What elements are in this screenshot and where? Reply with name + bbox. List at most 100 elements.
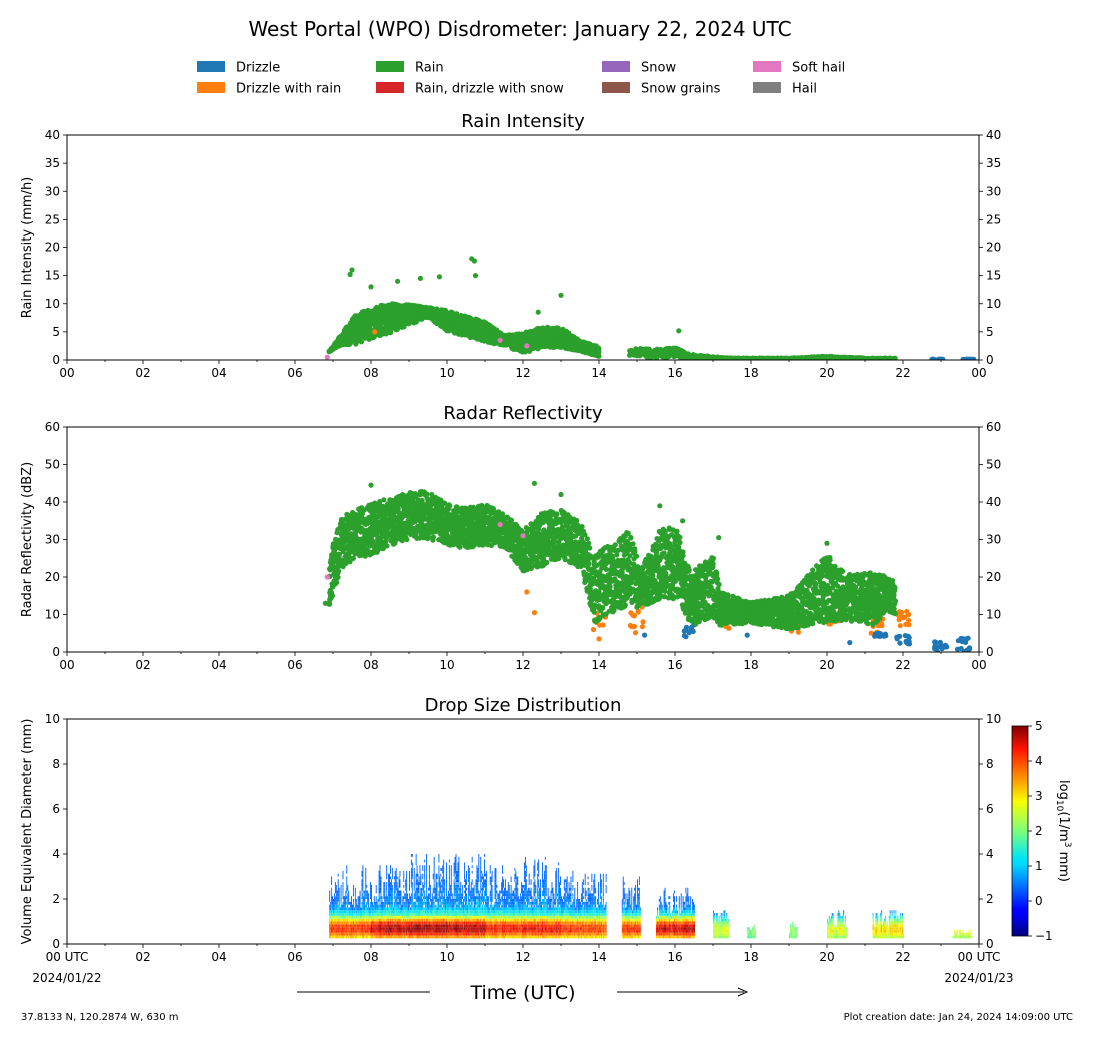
x-tick-label: 20 bbox=[819, 366, 834, 380]
y-tick-label-right: 5 bbox=[986, 325, 994, 339]
drizzle-point bbox=[963, 356, 969, 360]
legend-swatch-rain-drizzle-snow bbox=[376, 82, 404, 93]
drizzle-with-rain-point bbox=[635, 608, 641, 615]
rain-point bbox=[424, 491, 430, 497]
legend-swatch-drizzle bbox=[197, 61, 225, 72]
legend-label-rain: Rain bbox=[415, 61, 444, 76]
rain-point bbox=[327, 601, 333, 607]
x-tick-label: 04 bbox=[211, 366, 226, 380]
outlier-point bbox=[472, 273, 479, 279]
legend-swatch-rain bbox=[376, 61, 404, 72]
y-tick-label: 20 bbox=[45, 241, 60, 255]
drizzle-point bbox=[872, 631, 879, 637]
drizzle-point bbox=[937, 639, 943, 646]
rain-point bbox=[346, 554, 352, 560]
drizzle-with-rain-point bbox=[903, 621, 909, 627]
drizzle-point bbox=[906, 640, 912, 647]
drizzle-point bbox=[954, 646, 961, 652]
legend-label-drizzle-with-rain: Drizzle with rain bbox=[236, 82, 341, 97]
drizzle-point bbox=[935, 649, 941, 652]
drizzle-point bbox=[897, 640, 903, 646]
legend-label-drizzle: Drizzle bbox=[236, 61, 280, 76]
outlier-point bbox=[368, 284, 374, 290]
drizzle-point bbox=[902, 633, 909, 639]
rain-point bbox=[347, 559, 353, 565]
drizzle-with-rain-point bbox=[795, 629, 802, 635]
outlier-point bbox=[324, 354, 330, 360]
x-tick-label: 06 bbox=[287, 366, 302, 380]
drizzle-with-rain-point bbox=[726, 625, 732, 631]
y-tick-label-right: 30 bbox=[986, 184, 1001, 198]
panel-title-radar-reflectivity: Radar Reflectivity bbox=[443, 403, 603, 424]
y-tick-label-right: 35 bbox=[986, 156, 1001, 170]
drizzle-with-rain-point bbox=[631, 623, 638, 630]
y-tick-label: 40 bbox=[45, 128, 60, 142]
legend-label-snow-grains: Snow grains bbox=[641, 82, 721, 97]
drizzle-point bbox=[894, 636, 900, 642]
drizzle-point bbox=[955, 638, 962, 644]
panel-title-rain-intensity: Rain Intensity bbox=[461, 111, 585, 132]
x-tick-label: 16 bbox=[667, 366, 682, 380]
figure-title: West Portal (WPO) Disdrometer: January 2… bbox=[248, 17, 791, 41]
y-tick-label-right: 25 bbox=[986, 212, 1001, 226]
drizzle-point bbox=[943, 642, 949, 648]
outlier-point bbox=[347, 271, 353, 278]
rain-point bbox=[381, 497, 387, 503]
rain-point bbox=[544, 559, 550, 566]
x-tick-label: 22 bbox=[895, 366, 910, 380]
rain-point bbox=[335, 568, 342, 574]
rain-point bbox=[554, 511, 560, 517]
drizzle-point bbox=[883, 633, 889, 639]
drizzle-with-rain-point bbox=[630, 612, 636, 618]
drizzle-point bbox=[683, 627, 689, 633]
rain-point bbox=[384, 543, 390, 549]
legend-swatch-soft-hail bbox=[753, 61, 781, 72]
ylabel-rain-intensity: Rain Intensity (mm/h) bbox=[20, 177, 35, 319]
legend-label-rain-drizzle-snow: Rain, drizzle with snow bbox=[415, 82, 564, 97]
drizzle-with-rain-point bbox=[590, 626, 597, 633]
rain-point bbox=[439, 506, 445, 512]
legend: Drizzle Drizzle with rain Rain Rain, dri… bbox=[197, 61, 845, 97]
rain-point bbox=[377, 499, 383, 505]
panel-title-drop-size-distribution: Drop Size Distribution bbox=[425, 695, 622, 716]
rain-point bbox=[336, 551, 342, 557]
drizzle-point bbox=[681, 633, 688, 639]
drizzle-point bbox=[966, 645, 973, 651]
drizzle-point bbox=[962, 649, 969, 652]
drizzle-point bbox=[690, 628, 696, 635]
x-tick-label: 18 bbox=[743, 366, 758, 380]
drizzle-point bbox=[933, 639, 939, 645]
drizzle-with-rain-point bbox=[901, 614, 908, 620]
rain-point bbox=[596, 349, 602, 355]
y-tick-label-right: 40 bbox=[986, 128, 1001, 142]
rain-point bbox=[329, 593, 336, 599]
rain-point bbox=[596, 353, 602, 359]
x-tick-label: 14 bbox=[591, 366, 606, 380]
outlier-point bbox=[535, 309, 541, 315]
rain-point bbox=[404, 536, 410, 543]
rain-point bbox=[388, 328, 394, 334]
ylabel-drop-size-distribution: Volume Equivalent Diameter (mm) bbox=[20, 719, 35, 945]
y-tick-label: 0 bbox=[52, 353, 60, 367]
rain-point bbox=[350, 555, 356, 562]
legend-label-hail: Hail bbox=[792, 82, 817, 97]
drizzle-with-rain-point bbox=[640, 619, 646, 625]
legend-swatch-hail bbox=[753, 82, 781, 93]
drizzle-with-rain-point bbox=[639, 624, 646, 630]
legend-swatch-snow bbox=[602, 61, 630, 72]
drizzle-with-rain-point bbox=[899, 609, 905, 616]
y-tick-label: 35 bbox=[45, 156, 60, 170]
drizzle-with-rain-point bbox=[600, 622, 606, 628]
outlier-point bbox=[395, 278, 401, 284]
y-tick-label: 5 bbox=[52, 325, 60, 339]
outlier-point bbox=[471, 258, 477, 264]
legend-label-soft-hail: Soft hail bbox=[792, 61, 845, 76]
x-tick-label: 00 bbox=[971, 366, 986, 380]
drizzle-point bbox=[965, 635, 971, 641]
rain-point bbox=[406, 509, 412, 515]
drizzle-point bbox=[939, 646, 945, 652]
x-tick-label: 08 bbox=[363, 366, 378, 380]
